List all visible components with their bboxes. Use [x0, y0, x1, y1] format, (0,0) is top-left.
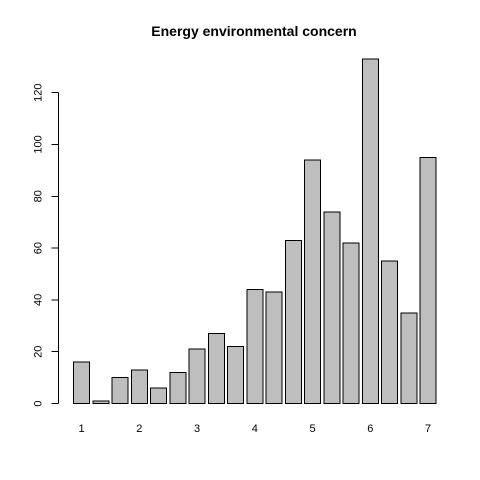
bar-3 — [112, 378, 128, 404]
y-tick-label: 100 — [33, 135, 45, 153]
bar-7 — [189, 349, 205, 403]
y-tick-label: 0 — [33, 400, 45, 406]
bar-2 — [93, 401, 109, 404]
y-tick-label: 80 — [33, 190, 45, 202]
bar-14 — [324, 212, 340, 404]
x-tick-label: 5 — [309, 423, 315, 435]
bar-9 — [228, 347, 244, 404]
x-tick-label: 7 — [425, 423, 431, 435]
bar-4 — [131, 370, 147, 404]
bar-12 — [285, 240, 301, 403]
y-tick-label: 60 — [33, 242, 45, 254]
x-tick-label: 1 — [78, 423, 84, 435]
bar-13 — [305, 160, 321, 403]
bar-15 — [343, 243, 359, 404]
x-tick-label: 6 — [367, 423, 373, 435]
bar-6 — [170, 372, 186, 403]
y-axis: 0 20 40 60 80 100 120 — [33, 83, 59, 406]
bar-10 — [247, 290, 263, 404]
bars-group — [74, 59, 437, 404]
bar-1 — [74, 362, 90, 403]
x-tick-label: 2 — [136, 423, 142, 435]
bar-16 — [362, 59, 378, 404]
bar-19 — [420, 157, 436, 403]
bar-11 — [266, 292, 282, 403]
y-tick-label: 20 — [33, 346, 45, 358]
y-tick-label: 120 — [33, 83, 45, 101]
bar-5 — [151, 388, 167, 404]
x-tick-label: 3 — [194, 423, 200, 435]
bar-8 — [208, 334, 224, 404]
chart-title: Energy environmental concern — [151, 23, 356, 39]
bar-17 — [382, 261, 398, 403]
bar-18 — [401, 313, 417, 404]
x-tick-labels: 1 2 3 4 5 6 7 — [78, 423, 431, 435]
y-tick-label: 40 — [33, 294, 45, 306]
x-tick-label: 4 — [252, 423, 258, 435]
